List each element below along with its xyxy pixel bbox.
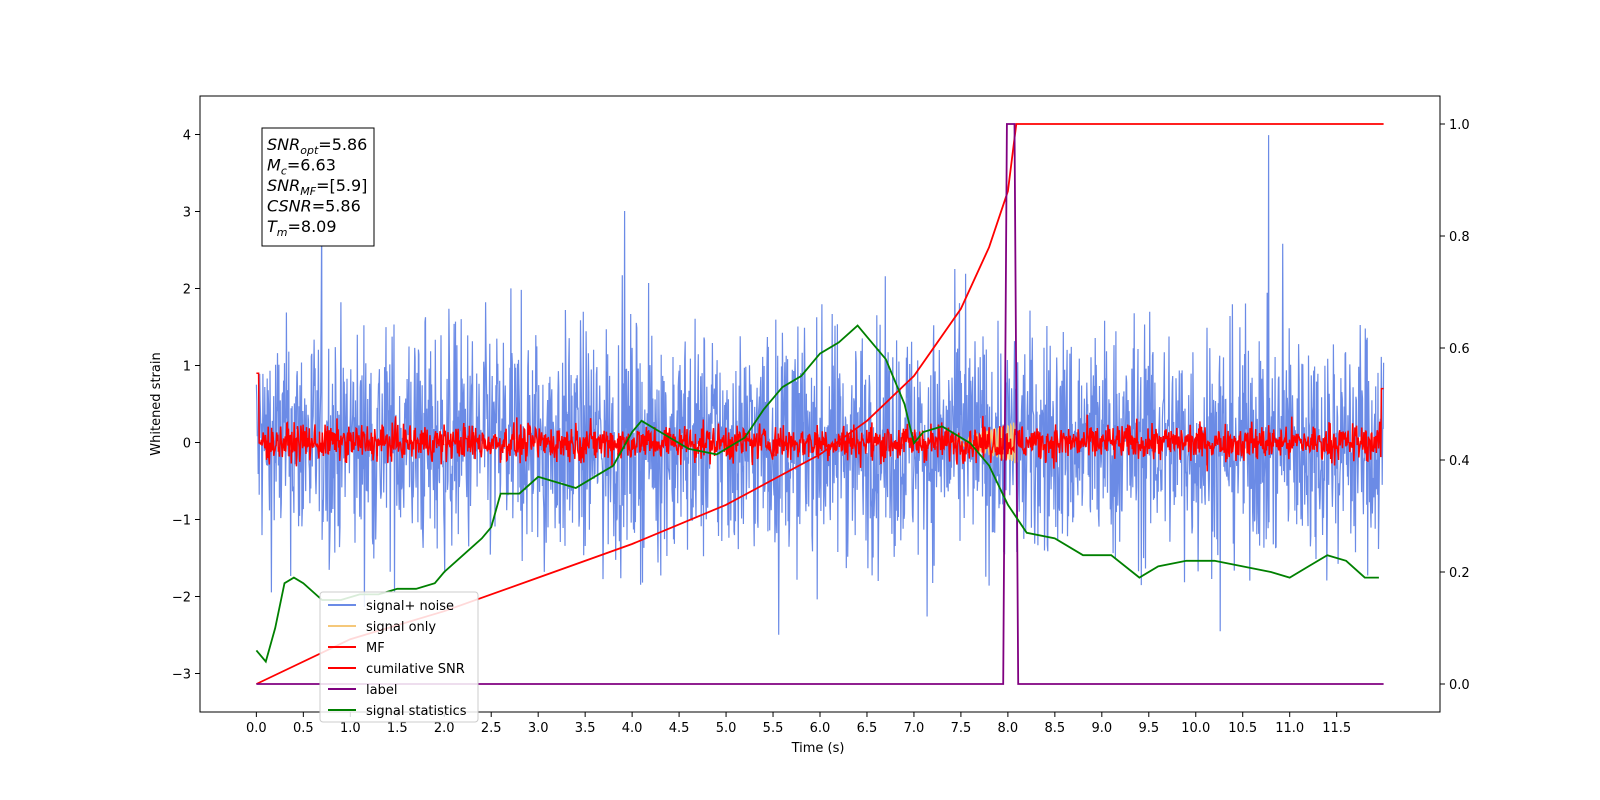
info-box-line: SNRMF=[5.9] [267, 176, 367, 198]
info-box-line: Mc=6.63 [267, 156, 336, 178]
x-tick-label: 11.5 [1322, 721, 1351, 736]
y-right-tick-label: 0.6 [1449, 342, 1470, 357]
y-left-tick-label: −3 [172, 668, 191, 683]
x-tick-label: 9.5 [1138, 721, 1159, 736]
x-tick-label: 8.0 [998, 721, 1019, 736]
x-tick-label: 7.5 [951, 721, 972, 736]
legend-label: signal statistics [366, 704, 467, 719]
x-tick-label: 3.0 [528, 721, 549, 736]
series-signal-statistics [255, 324, 1379, 664]
legend-label: label [366, 683, 397, 698]
series-label [256, 123, 1384, 685]
y-left-tick-label: −1 [172, 514, 191, 529]
legend-frame [319, 591, 479, 723]
x-tick-label: 10.5 [1228, 721, 1257, 736]
y-right-tick-label: 0.8 [1449, 230, 1470, 245]
y-left-tick-label: 3 [183, 206, 191, 221]
x-tick-label: 6.0 [810, 721, 831, 736]
y-right-tick-label: 0.2 [1449, 566, 1470, 581]
legend-label: signal only [366, 620, 436, 635]
y-left-tick-label: 4 [183, 129, 191, 144]
x-tick-label: 11.0 [1275, 721, 1304, 736]
x-tick-label: 4.0 [622, 721, 643, 736]
legend-label: signal+ noise [366, 599, 454, 614]
y-right-tick-label: 1.0 [1449, 118, 1470, 133]
info-box-line: SNRopt=5.86 [267, 135, 367, 157]
y-left-tick-label: −2 [172, 591, 191, 606]
series-mf [256, 372, 1384, 472]
x-tick-label: 0.5 [293, 721, 314, 736]
y-left-tick-label: 1 [183, 360, 191, 375]
x-tick-label: 3.5 [575, 721, 596, 736]
axis-ticks: 0.0 0.5 1.0 1.5 2.0 2.5 3.0 3.5 4.0 4.5 5.0 5.5 6.0 6… [172, 118, 1470, 736]
x-tick-label: 6.5 [857, 721, 878, 736]
x-tick-label: 1.0 [340, 721, 361, 736]
x-tick-label: 1.5 [387, 721, 408, 736]
x-tick-label: 5.5 [763, 721, 784, 736]
series-signal-noise [255, 135, 1385, 635]
x-tick-label: 4.5 [669, 721, 690, 736]
y-left-tick-label: 2 [183, 283, 191, 298]
legend-label: cumilative SNR [366, 662, 465, 677]
x-tick-label: 5.0 [716, 721, 737, 736]
y-left-tick-label: 0 [183, 437, 191, 452]
y-right-tick-label: 0.4 [1449, 454, 1470, 469]
x-tick-label: 2.5 [481, 721, 502, 736]
y-axis-label: Whitened strain [149, 352, 164, 455]
info-box-line: CSNR=5.86 [267, 197, 361, 216]
x-tick-label: 7.0 [904, 721, 925, 736]
x-tick-label: 0.0 [246, 721, 267, 736]
info-box-line: Tm=8.09 [267, 217, 337, 239]
legend-label: MF [366, 641, 385, 656]
x-tick-label: 8.5 [1045, 721, 1066, 736]
y-right-tick-label: 0.0 [1449, 678, 1470, 693]
x-tick-label: 9.0 [1091, 721, 1112, 736]
info-box: SNRopt=5.86Mc=6.63SNRMF=[5.9]CSNR=5.86Tm… [261, 127, 375, 247]
x-tick-label: 10.0 [1181, 721, 1210, 736]
x-tick-label: 2.0 [434, 721, 455, 736]
info-box-frame [261, 127, 375, 247]
x-axis-label: Time (s) [791, 741, 845, 756]
legend: signal+ noise signal only MF cumilative SNR… [319, 591, 479, 723]
